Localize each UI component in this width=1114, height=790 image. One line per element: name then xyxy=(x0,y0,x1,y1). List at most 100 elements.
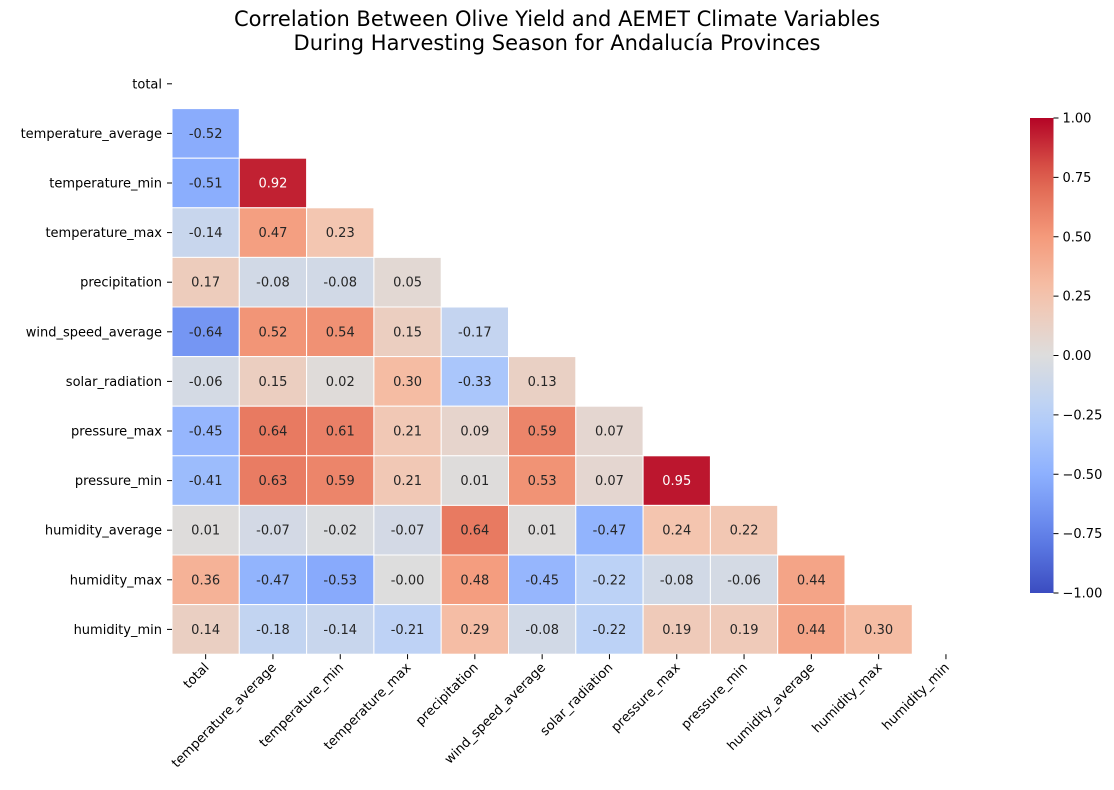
cell-value-label: -0.07 xyxy=(391,524,425,539)
y-tick-label: pressure_min xyxy=(75,474,162,489)
cell-value-label: 0.30 xyxy=(864,623,893,638)
cell-value-label: 0.53 xyxy=(528,474,557,489)
cell-value-label: -0.06 xyxy=(189,375,223,390)
heatmap-cell xyxy=(440,356,510,407)
heatmap-cell xyxy=(709,604,779,655)
cell-value-label: 0.07 xyxy=(595,474,624,489)
x-tick-label: humidity_max xyxy=(810,660,886,736)
colorbar-tick-label: 0.25 xyxy=(1063,290,1092,305)
heatmap-cell xyxy=(575,504,644,556)
heatmap-cell xyxy=(440,604,510,655)
colorbar-tick-label: −0.25 xyxy=(1063,408,1103,423)
x-tick-label: total xyxy=(181,660,213,692)
cell-value-label: 0.47 xyxy=(258,226,287,241)
cell-value-label: 0.59 xyxy=(326,474,355,489)
cell-value-label: -0.17 xyxy=(458,325,492,340)
cell-value-label: 0.48 xyxy=(460,573,489,588)
heatmap-cell xyxy=(171,604,240,655)
cell-value-label: -0.18 xyxy=(256,623,290,638)
heatmap-cell xyxy=(642,554,711,606)
heatmap-cell xyxy=(238,256,308,308)
cell-value-label: -0.08 xyxy=(525,623,559,638)
heatmap-cell xyxy=(238,356,308,407)
cell-value-label: -0.51 xyxy=(189,177,223,192)
heatmap-cell xyxy=(171,405,240,457)
cell-value-label: -0.45 xyxy=(525,573,559,588)
y-tick-label: wind_speed_average xyxy=(26,325,162,340)
chart-title-line-1: Correlation Between Olive Yield and AEME… xyxy=(234,7,880,31)
cell-value-label: -0.22 xyxy=(593,573,627,588)
heatmap-cell xyxy=(575,405,644,457)
cell-value-label: -0.45 xyxy=(189,425,223,440)
heatmap-cell xyxy=(238,405,308,457)
cell-value-label: 0.36 xyxy=(191,573,220,588)
cell-value-label: 0.29 xyxy=(460,623,489,638)
cell-value-label: 0.19 xyxy=(662,623,691,638)
y-tick-label: total xyxy=(132,77,162,92)
heatmap-cell xyxy=(373,554,442,606)
y-tick-label: humidity_min xyxy=(74,623,162,638)
heatmap-cell xyxy=(777,554,846,606)
y-tick-label: humidity_average xyxy=(45,524,162,539)
cell-value-label: -0.41 xyxy=(189,474,223,489)
cell-value-label: 0.15 xyxy=(393,325,422,340)
cell-value-label: -0.21 xyxy=(391,623,425,638)
cell-value-label: 0.01 xyxy=(460,474,489,489)
colorbar-tick-label: −1.00 xyxy=(1063,587,1103,602)
cell-value-label: 0.92 xyxy=(258,177,287,192)
heatmap-cell xyxy=(508,604,577,655)
y-tick-label: pressure_max xyxy=(71,425,162,440)
cell-value-label: 0.13 xyxy=(528,375,557,390)
heatmap-cell xyxy=(373,504,442,556)
colorbar-tick-label: 0.00 xyxy=(1063,349,1092,364)
heatmap-cell xyxy=(508,504,577,556)
heatmap-cell xyxy=(171,504,240,556)
heatmap-cell xyxy=(508,554,577,606)
cell-value-label: -0.47 xyxy=(256,573,290,588)
heatmap-cell xyxy=(306,504,375,556)
y-tick-label: humidity_max xyxy=(70,573,163,588)
heatmap-cell xyxy=(373,405,442,457)
cell-value-label: -0.08 xyxy=(323,276,357,291)
cell-value-label: 0.52 xyxy=(258,325,287,340)
cell-value-label: 0.95 xyxy=(662,474,691,489)
chart-title-line-2: During Harvesting Season for Andalucía P… xyxy=(294,31,821,55)
heatmap-cell xyxy=(306,554,375,606)
heatmap-cell xyxy=(171,157,240,209)
y-tick-label: solar_radiation xyxy=(66,375,162,390)
cell-value-label: 0.64 xyxy=(258,425,287,440)
x-tick-label: pressure_min xyxy=(679,660,751,732)
cell-value-label: 0.01 xyxy=(191,524,220,539)
y-tick-label: temperature_average xyxy=(21,127,162,142)
heatmap-cell xyxy=(238,604,308,655)
cell-value-label: -0.07 xyxy=(256,524,290,539)
colorbar-tick-label: −0.75 xyxy=(1063,527,1103,542)
heatmap-cell xyxy=(575,604,644,655)
cell-value-label: 0.44 xyxy=(797,623,826,638)
heatmap-cell xyxy=(171,455,240,506)
cell-value-label: -0.08 xyxy=(660,573,694,588)
heatmap-cell xyxy=(508,405,577,457)
cell-value-label: 0.19 xyxy=(730,623,759,638)
cell-value-label: -0.06 xyxy=(727,573,761,588)
cell-value-label: 0.21 xyxy=(393,474,422,489)
heatmap-cell xyxy=(306,455,375,506)
y-tick-label: temperature_max xyxy=(45,226,162,241)
heatmap-cell xyxy=(373,604,442,655)
heatmap-cell xyxy=(373,306,442,358)
cell-value-label: 0.64 xyxy=(460,524,489,539)
cell-value-label: -0.53 xyxy=(323,573,357,588)
cell-value-label: 0.24 xyxy=(662,524,691,539)
heatmap-cell xyxy=(373,256,442,308)
cell-value-label: 0.21 xyxy=(393,425,422,440)
heatmap-cell xyxy=(709,504,779,556)
heatmap-cell xyxy=(508,356,577,407)
x-axis-tick-labels: totaltemperature_averagetemperature_mint… xyxy=(169,654,953,771)
colorbar-tick-label: −0.50 xyxy=(1063,468,1103,483)
cell-value-label: 0.05 xyxy=(393,276,422,291)
x-tick-label: humidity_min xyxy=(880,660,953,733)
cell-value-label: 0.30 xyxy=(393,375,422,390)
x-tick-label: solar_radiation xyxy=(538,660,617,739)
cell-value-label: 0.63 xyxy=(258,474,287,489)
